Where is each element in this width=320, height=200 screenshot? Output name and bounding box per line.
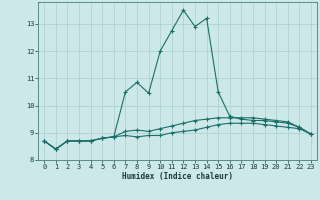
X-axis label: Humidex (Indice chaleur): Humidex (Indice chaleur) (122, 172, 233, 181)
